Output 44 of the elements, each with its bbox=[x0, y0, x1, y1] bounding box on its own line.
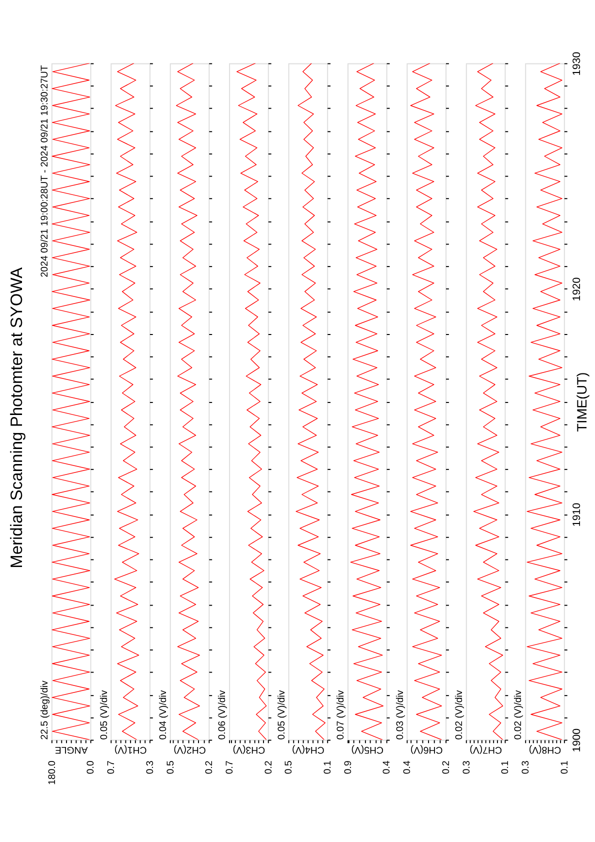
x-tick-label: 0.3 bbox=[520, 760, 532, 774]
x-tick-label: 0.2 bbox=[263, 760, 274, 774]
text: 0.02 (V)/div bbox=[454, 690, 466, 740]
x-tick-label: 0.1 bbox=[322, 760, 334, 774]
x-axis-title: CH8(V) bbox=[528, 744, 562, 756]
x-axis-title: CH3(V) bbox=[232, 744, 266, 756]
text: 0.02 (V)/div bbox=[513, 690, 524, 740]
x-axis-title: CH7(V) bbox=[470, 744, 502, 756]
x-axis-title: ANGLE bbox=[54, 744, 88, 756]
text: 0.06 (V)/div bbox=[217, 690, 228, 740]
x-tick-label: 0.4 bbox=[402, 760, 414, 774]
x-axis-title: CH5(V) bbox=[351, 744, 384, 756]
x-tick-label: 0.0 bbox=[86, 760, 97, 774]
x-tick-label: 0.1 bbox=[559, 760, 570, 774]
x-tick-label: 0.9 bbox=[342, 760, 354, 774]
x-axis-title: CH2(V) bbox=[174, 744, 206, 756]
text: 0.05 (V)/div bbox=[98, 690, 110, 740]
text: Meridian Scanning Photomter at SYOWA bbox=[8, 267, 26, 568]
line-series bbox=[526, 63, 562, 740]
y-tick-label: 1930 bbox=[570, 52, 583, 76]
x-tick-label: 0.1 bbox=[500, 760, 512, 774]
x-tick-label: 180.0 bbox=[46, 760, 58, 785]
x-tick-label: 0.3 bbox=[144, 760, 156, 774]
x-tick-label: 0.7 bbox=[106, 760, 118, 774]
text: 0.05 (V)/div bbox=[276, 690, 288, 740]
x-axis-title: CH4(V) bbox=[292, 744, 324, 756]
text: 22.5 (deg)/div bbox=[40, 680, 51, 740]
text: 0.04 (V)/div bbox=[158, 690, 169, 740]
y-tick-label: 1920 bbox=[570, 277, 583, 302]
x-tick-label: 0.4 bbox=[382, 760, 393, 774]
x-tick-label: 0.5 bbox=[284, 760, 295, 774]
y-axis-title: TIME(UT) bbox=[574, 372, 590, 432]
x-tick-label: 0.3 bbox=[461, 760, 472, 774]
x-axis-title: CH6(V) bbox=[410, 744, 443, 756]
x-tick-label: 0.2 bbox=[204, 760, 216, 774]
text: 0.07 (V)/div bbox=[336, 690, 347, 740]
x-axis-title: CH1(V) bbox=[114, 744, 147, 756]
y-tick-label: 1910 bbox=[570, 502, 583, 527]
text: 2024 09/21 19:00:28UT - 2024 09/21 19:30:27UT bbox=[40, 65, 51, 278]
x-tick-label: 0.2 bbox=[440, 760, 452, 774]
x-tick-label: 0.7 bbox=[224, 760, 236, 774]
y-tick-label: 1900 bbox=[570, 728, 583, 752]
x-tick-label: 0.5 bbox=[165, 760, 176, 774]
text: 0.03 (V)/div bbox=[394, 690, 406, 740]
